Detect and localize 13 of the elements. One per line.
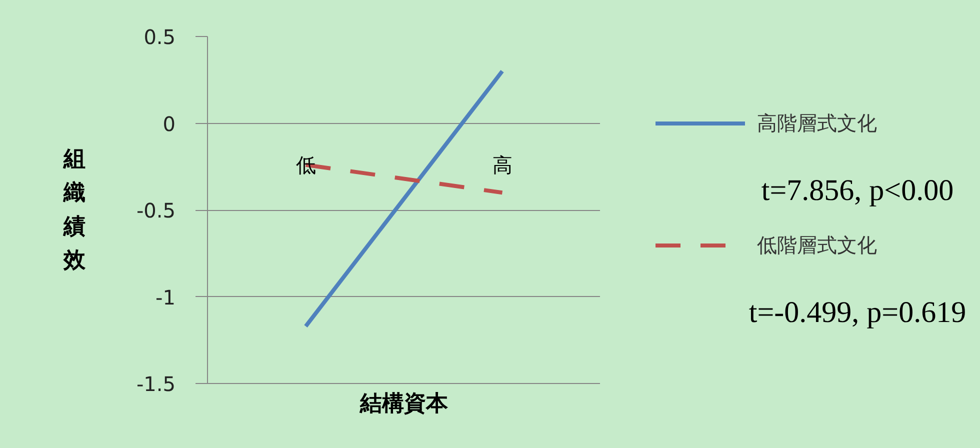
legend-label: 高階層式文化 <box>757 110 877 136</box>
y-tick-label: 0 <box>162 112 176 136</box>
text: t=-0.499, p=0.619 <box>748 296 966 329</box>
y-tick-label: 0.5 <box>144 25 176 49</box>
text: t=7.856, p<0.00 <box>761 174 954 207</box>
x-tick-label: 高 <box>492 152 512 177</box>
y-tick-label: -0.5 <box>136 198 176 222</box>
x-tick-label: 低 <box>296 152 316 177</box>
y-tick-label: -1 <box>156 285 176 310</box>
legend-label: 低階層式文化 <box>757 232 877 258</box>
y-axis-title: 組織績效 <box>62 146 86 274</box>
x-axis-title: 結構資本 <box>359 392 449 416</box>
y-tick-label: -1.5 <box>136 372 176 396</box>
